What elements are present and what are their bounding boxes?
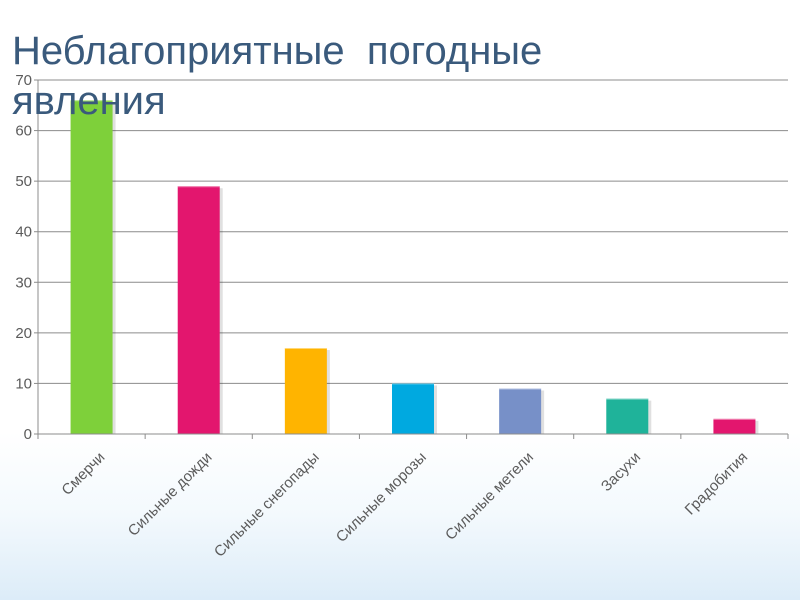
x-category-label: Сильные морозы	[333, 449, 430, 546]
y-tick-label: 30	[15, 274, 32, 291]
x-category-label: Сильные снегопады	[211, 449, 323, 561]
x-category-label: Смерчи	[58, 449, 108, 499]
bar	[392, 383, 434, 434]
y-tick-label: 70	[15, 72, 32, 89]
bar	[284, 348, 327, 434]
bars	[70, 100, 759, 434]
bar	[177, 186, 220, 434]
x-category-label: Градобития	[682, 449, 752, 519]
gridlines	[38, 79, 788, 384]
x-category-label: Сильные метели	[442, 449, 537, 544]
y-axis-tick-labels: 0 10 20 30 40 50 60 70	[15, 72, 32, 443]
y-tick-label: 10	[15, 375, 32, 392]
y-tick-label: 40	[15, 224, 32, 241]
x-category-label: Засухи	[598, 449, 644, 495]
bar	[606, 398, 649, 434]
bar	[70, 100, 113, 434]
bar	[713, 418, 756, 434]
y-tick-label: 20	[15, 325, 32, 342]
page-title: Неблагоприятные погодные явления	[12, 29, 554, 123]
bar	[499, 388, 542, 434]
y-tick-label: 0	[24, 426, 32, 443]
axes	[34, 79, 789, 439]
y-tick-label: 60	[15, 123, 32, 140]
x-category-label: Сильные дожди	[125, 449, 216, 540]
y-tick-label: 50	[15, 173, 32, 190]
